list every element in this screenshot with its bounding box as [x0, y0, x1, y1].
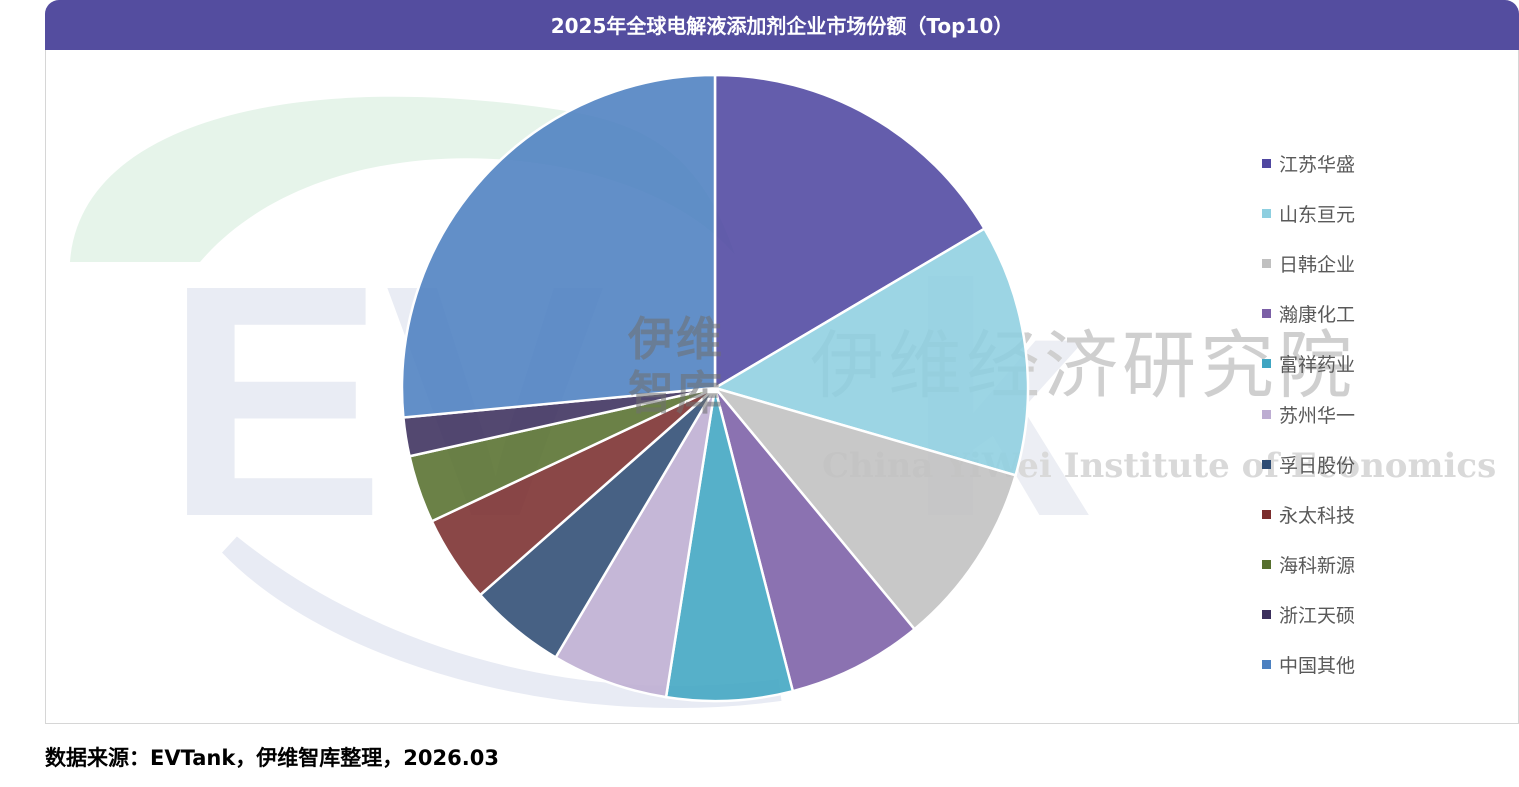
chart-title: 2025年全球电解液添加剂企业市场份额（Top10） — [550, 14, 1014, 38]
legend-item-7: 孚日股份 — [1262, 439, 1355, 489]
legend-item-2: 山东亘元 — [1262, 188, 1355, 238]
legend-label: 江苏华盛 — [1279, 153, 1356, 176]
legend-swatch — [1262, 258, 1271, 268]
legend-swatch — [1262, 459, 1271, 469]
legend-swatch — [1262, 509, 1271, 519]
legend-swatch — [1262, 409, 1271, 419]
legend-item-9: 海科新源 — [1262, 540, 1355, 590]
legend-label: 山东亘元 — [1279, 203, 1356, 226]
watermark-logo-top: 伊维 — [628, 312, 724, 366]
legend-label: 中国其他 — [1279, 655, 1356, 678]
legend-swatch — [1262, 359, 1271, 369]
pie-slice-5 — [664, 387, 795, 703]
legend-swatch — [1262, 560, 1271, 570]
pie-slice-11 — [400, 73, 717, 419]
legend-swatch — [1262, 610, 1271, 620]
legend-item-10: 浙江天硕 — [1262, 590, 1355, 640]
legend-item-8: 永太科技 — [1262, 489, 1355, 539]
legend-label: 日韩企业 — [1279, 253, 1356, 276]
legend-item-6: 苏州华一 — [1262, 389, 1355, 439]
pie-slice-1 — [713, 73, 987, 391]
legend-item-3: 日韩企业 — [1262, 238, 1355, 288]
legend-label: 富祥药业 — [1279, 354, 1356, 377]
legend-label: 苏州华一 — [1279, 404, 1356, 427]
pie-slice-6 — [553, 387, 717, 699]
chart-legend: 江苏华盛山东亘元日韩企业瀚康化工富祥药业苏州华一孚日股份永太科技海科新源浙江天硕… — [1262, 138, 1355, 690]
legend-label: 浙江天硕 — [1279, 605, 1356, 628]
legend-swatch — [1262, 309, 1271, 319]
legend-label: 永太科技 — [1279, 504, 1356, 527]
legend-item-1: 江苏华盛 — [1262, 138, 1355, 188]
watermark-logo: 伊维 智库 — [628, 312, 724, 420]
pie-slice-3 — [711, 385, 1018, 631]
chart-header: 2025年全球电解液添加剂企业市场份额（Top10） — [45, 0, 1519, 50]
legend-label: 海科新源 — [1279, 555, 1356, 578]
legend-label: 瀚康化工 — [1279, 304, 1356, 327]
legend-item-4: 瀚康化工 — [1262, 289, 1355, 339]
legend-swatch — [1262, 660, 1271, 670]
legend-item-5: 富祥药业 — [1262, 339, 1355, 389]
source-note: 数据来源：EVTank，伊维智库整理，2026.03 — [45, 746, 499, 770]
pie-slice-4 — [713, 387, 917, 693]
pie-slice-2 — [711, 226, 1030, 477]
legend-item-11: 中国其他 — [1262, 640, 1355, 690]
legend-label: 孚日股份 — [1279, 454, 1356, 477]
legend-swatch — [1262, 158, 1271, 168]
legend-swatch — [1262, 208, 1271, 218]
watermark-logo-bottom: 智库 — [628, 366, 724, 420]
